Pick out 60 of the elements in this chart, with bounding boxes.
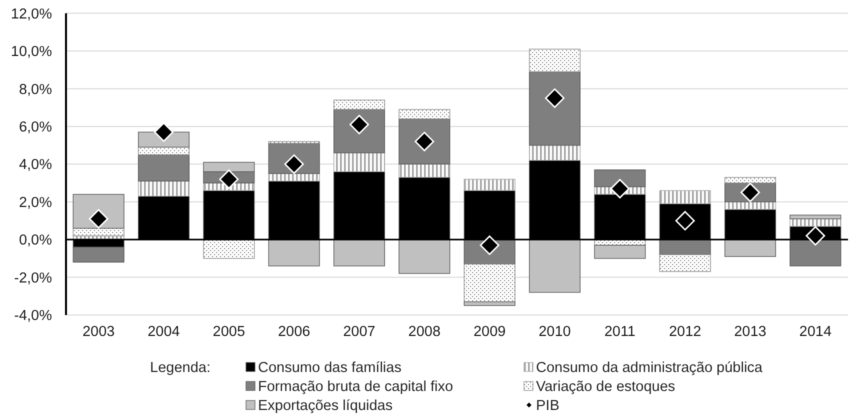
y-tick-label: 8,0% bbox=[18, 82, 52, 98]
bar bbox=[659, 190, 711, 204]
bar bbox=[464, 178, 516, 191]
legend-label: Formação bruta de capital fixo bbox=[258, 379, 454, 396]
bar bbox=[464, 264, 516, 302]
bar bbox=[398, 109, 450, 120]
bar bbox=[528, 144, 581, 161]
y-tick-label: 0,0% bbox=[18, 232, 52, 249]
bar bbox=[333, 109, 386, 154]
bar bbox=[138, 180, 190, 197]
legend-label: PIB bbox=[536, 398, 560, 414]
x-tick-label: 2003 bbox=[82, 324, 115, 340]
bar bbox=[528, 48, 581, 72]
bar bbox=[790, 218, 842, 227]
y-tick-label: 4,0% bbox=[18, 157, 52, 174]
bar bbox=[724, 177, 776, 184]
y-tick-label: 2,0% bbox=[18, 194, 52, 211]
x-tick-label: 2005 bbox=[212, 324, 246, 340]
legend-label: Consumo da administração pública bbox=[536, 360, 764, 376]
bar bbox=[724, 202, 776, 210]
legend-label: Variação de estoques bbox=[536, 379, 676, 396]
bar bbox=[72, 228, 124, 236]
y-tick-label: -2,0% bbox=[14, 270, 52, 286]
bar bbox=[203, 239, 255, 259]
point bbox=[545, 88, 564, 108]
x-tick-label: 2012 bbox=[668, 324, 702, 340]
x-tick-label: 2009 bbox=[473, 324, 506, 340]
legend-label: Exportações líquidas bbox=[258, 398, 393, 414]
bar bbox=[790, 214, 842, 220]
bar bbox=[138, 154, 190, 182]
x-tick-label: 2004 bbox=[148, 324, 180, 340]
legend-label: Consumo das famílias bbox=[258, 360, 402, 376]
x-tick-label: 2006 bbox=[278, 324, 310, 340]
x-tick-label: 2010 bbox=[538, 324, 571, 340]
x-tick-label: 2008 bbox=[408, 324, 441, 340]
point bbox=[219, 169, 239, 189]
bar bbox=[659, 254, 711, 272]
bar bbox=[138, 146, 190, 156]
point bbox=[154, 122, 174, 142]
bar bbox=[528, 71, 581, 146]
legend-title: Legenda: bbox=[150, 360, 210, 376]
x-tick-label: 2014 bbox=[799, 324, 832, 340]
bar bbox=[333, 100, 386, 110]
point bbox=[806, 226, 826, 246]
x-tick-label: 2007 bbox=[343, 324, 376, 340]
y-tick-label: 6,0% bbox=[18, 120, 52, 136]
y-tick-label: 12,0% bbox=[10, 6, 52, 22]
x-tick-label: 2011 bbox=[604, 324, 636, 340]
y-tick-label: -4,0% bbox=[14, 308, 52, 324]
point bbox=[740, 182, 760, 202]
bar bbox=[398, 118, 450, 164]
bar bbox=[268, 173, 320, 182]
bar bbox=[398, 164, 450, 178]
point bbox=[610, 178, 630, 198]
x-tick-label: 2013 bbox=[734, 324, 766, 340]
y-tick-label: 10,0% bbox=[10, 44, 52, 60]
bar bbox=[333, 152, 386, 172]
bar bbox=[594, 169, 646, 188]
bar bbox=[464, 301, 516, 306]
bar bbox=[594, 244, 646, 259]
